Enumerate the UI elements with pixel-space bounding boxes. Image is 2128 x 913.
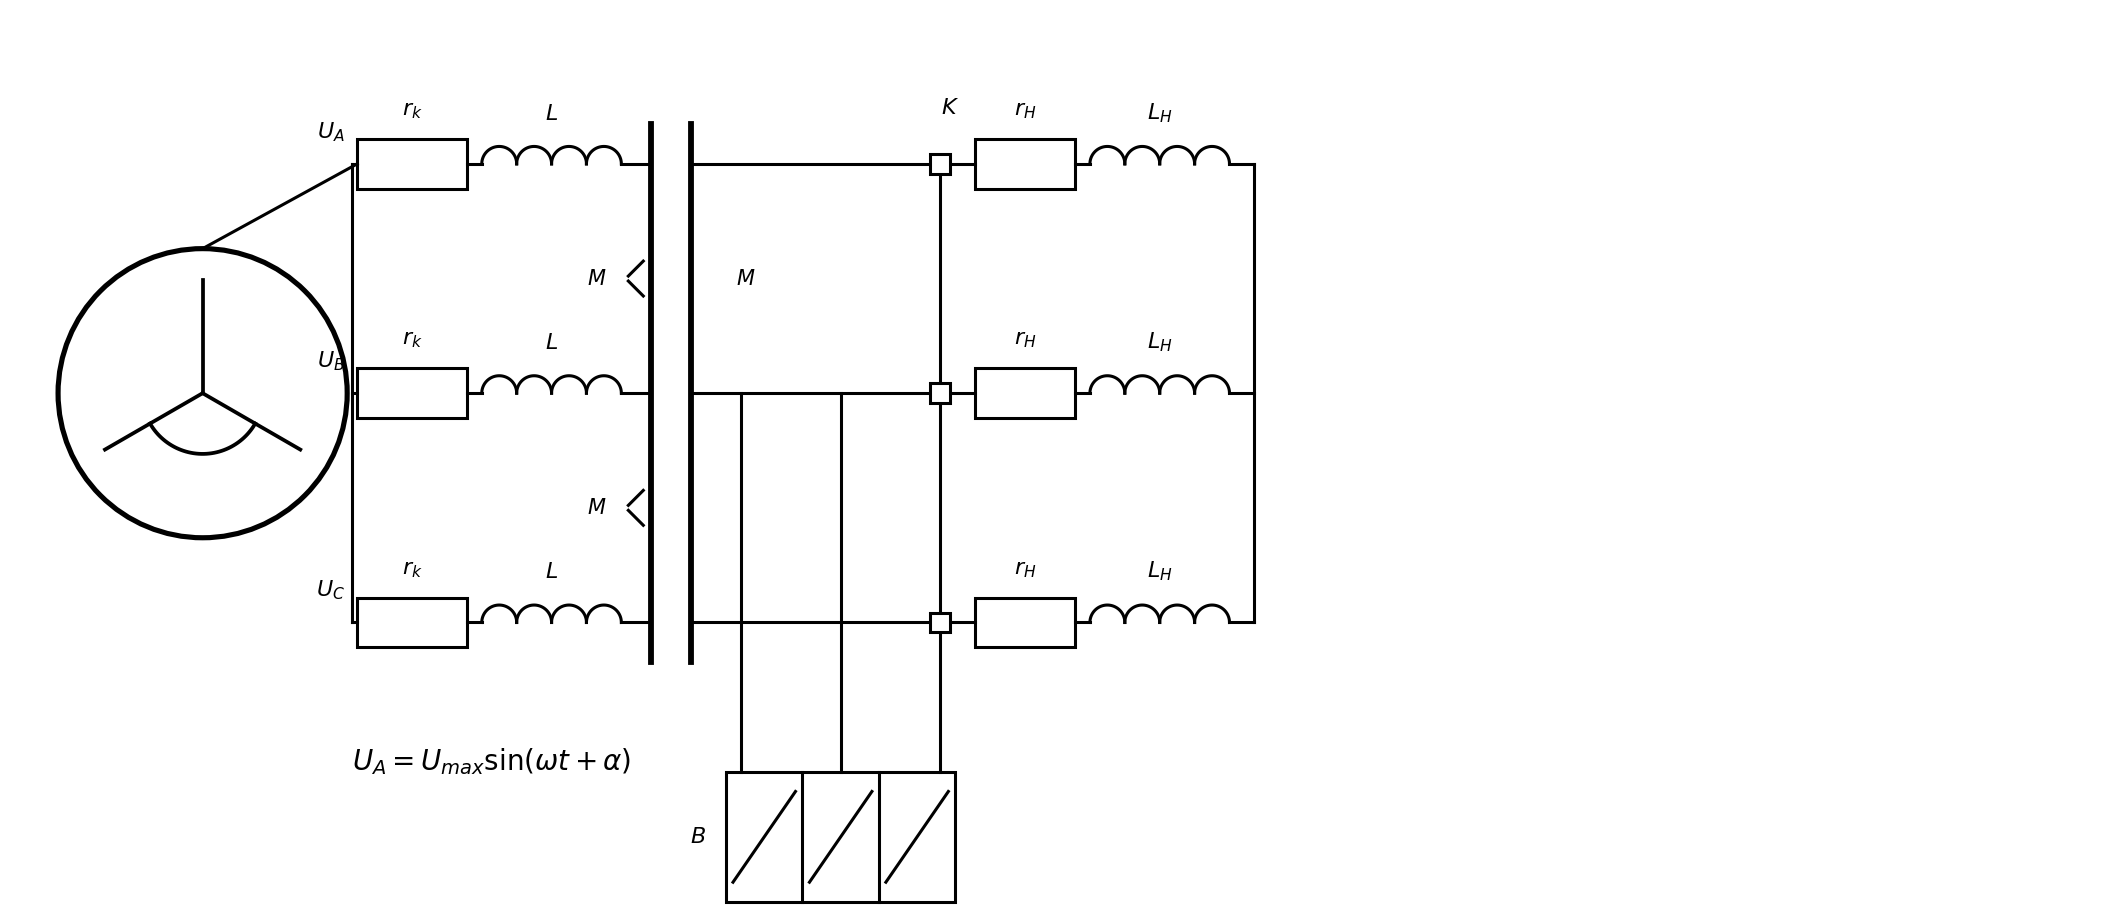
Text: $r_k$: $r_k$ — [402, 99, 421, 121]
Text: $K$: $K$ — [941, 97, 960, 119]
Text: $L$: $L$ — [545, 331, 558, 354]
Bar — [975, 139, 1075, 189]
Text: $L_H$: $L_H$ — [1147, 101, 1173, 124]
Bar — [930, 613, 951, 633]
Bar — [975, 368, 1075, 418]
Text: $U_A = U_{max} \sin(\omega t + \alpha)$: $U_A = U_{max} \sin(\omega t + \alpha)$ — [351, 747, 632, 778]
Text: $U_A$: $U_A$ — [317, 121, 345, 143]
Text: $L_H$: $L_H$ — [1147, 331, 1173, 354]
Bar — [930, 154, 951, 173]
Text: $r_H$: $r_H$ — [1013, 99, 1036, 121]
Text: $L_H$: $L_H$ — [1147, 560, 1173, 583]
Bar — [358, 368, 466, 418]
Text: $U_B$: $U_B$ — [317, 350, 345, 373]
Bar — [930, 383, 951, 404]
Bar — [358, 139, 466, 189]
Text: $r_k$: $r_k$ — [402, 558, 421, 580]
Text: $r_H$: $r_H$ — [1013, 329, 1036, 351]
Text: $L$: $L$ — [545, 561, 558, 583]
Text: $M$: $M$ — [736, 268, 755, 289]
Text: $M$: $M$ — [587, 268, 606, 289]
Text: $L$: $L$ — [545, 102, 558, 124]
Text: $B$: $B$ — [689, 826, 706, 848]
Text: $U_C$: $U_C$ — [317, 579, 345, 603]
Bar — [975, 598, 1075, 647]
Text: $r_k$: $r_k$ — [402, 329, 421, 351]
Text: $r_H$: $r_H$ — [1013, 558, 1036, 580]
Bar — [358, 598, 466, 647]
Text: $M$: $M$ — [587, 498, 606, 518]
Bar — [726, 772, 955, 902]
